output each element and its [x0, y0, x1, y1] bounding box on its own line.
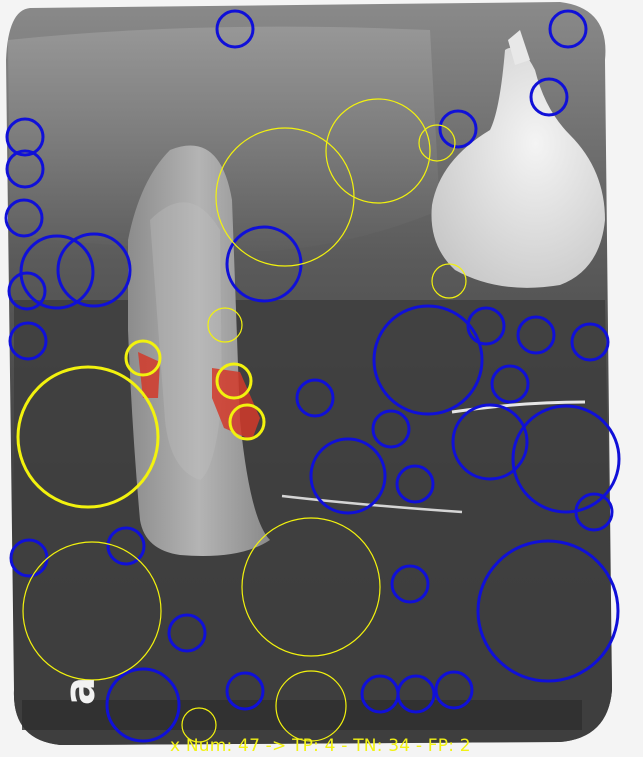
detection-circles-blue — [4, 9, 621, 743]
detection-circles-yellow-thin — [22, 98, 467, 743]
crown-restoration — [431, 47, 605, 288]
alveolar-bone — [8, 26, 440, 252]
tooth-root — [128, 145, 270, 557]
detection-circles-yellow-thick — [16, 339, 266, 509]
film-orientation-marker: a — [55, 676, 104, 706]
detection-stats-text: x Num: 47 -> TP: 4 - TN: 34 - FP: 2 — [170, 736, 471, 756]
lesion-highlight-right — [212, 368, 260, 440]
